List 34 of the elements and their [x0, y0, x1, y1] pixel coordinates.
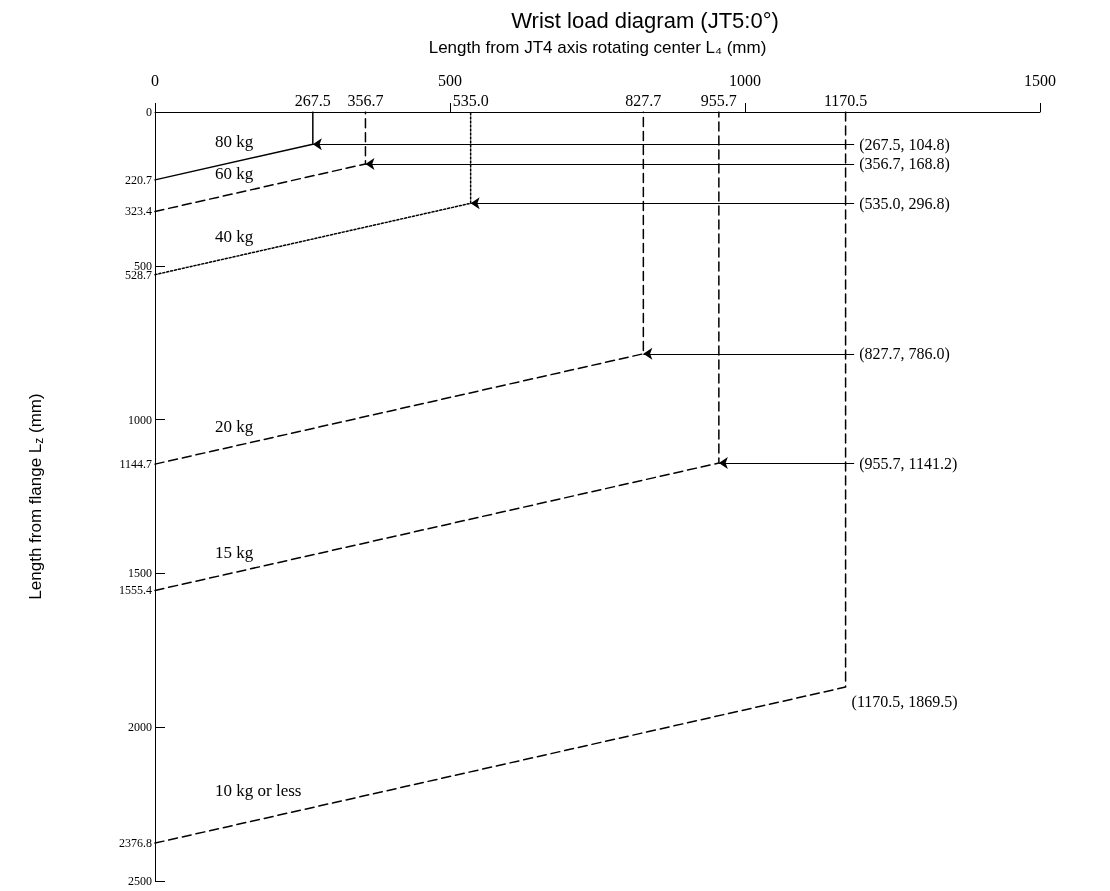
- y-tick-label: 323.4: [125, 204, 152, 219]
- chart-title: Wrist load diagram (JT5:0°): [511, 7, 779, 33]
- annotation: 535.0: [452, 91, 489, 109]
- series-label: 10 kg or less: [215, 781, 302, 801]
- x-tick-label: 500: [438, 71, 462, 89]
- y-tick-label: 2000: [128, 720, 152, 735]
- y-tick-label: 2500: [128, 874, 152, 888]
- x-axis-title: Length from JT4 axis rotating center L₄ (mm): [428, 38, 767, 57]
- x-tick-label: 1000: [729, 71, 761, 89]
- annotation: 1170.5: [823, 91, 868, 109]
- series-label: 60 kg: [215, 163, 254, 183]
- series-label: 20 kg: [215, 416, 254, 436]
- y-tick-label: 220.7: [125, 172, 152, 187]
- y-tick-label: 1555.4: [119, 583, 152, 598]
- y-tick-label: 1500: [128, 566, 152, 581]
- series-label: 40 kg: [215, 227, 254, 247]
- y-tick-label: 1144.7: [119, 457, 152, 472]
- annotation: 267.5: [294, 91, 331, 109]
- annotation: (267.5, 104.8): [859, 135, 950, 154]
- annotation: (356.7, 168.8): [859, 155, 950, 174]
- y-tick-label: 2376.8: [119, 836, 152, 851]
- series-label: 15 kg: [215, 542, 254, 562]
- annotation: 356.7: [347, 91, 384, 109]
- annotation: (535.0, 296.8): [859, 194, 950, 213]
- y-axis-title: Length from flange Lz (mm): [25, 393, 46, 600]
- annotation: 827.7: [625, 91, 662, 109]
- annotation: (827.7, 786.0): [859, 345, 950, 364]
- annotation: 955.7: [700, 91, 737, 109]
- y-tick-label: 1000: [128, 412, 152, 427]
- x-tick-label: 1500: [1024, 71, 1056, 89]
- series-label: 80 kg: [215, 132, 254, 152]
- y-tick-label: 0: [146, 105, 152, 119]
- annotation: (955.7, 1141.2): [859, 454, 958, 473]
- annotation: (1170.5, 1869.5): [851, 692, 958, 711]
